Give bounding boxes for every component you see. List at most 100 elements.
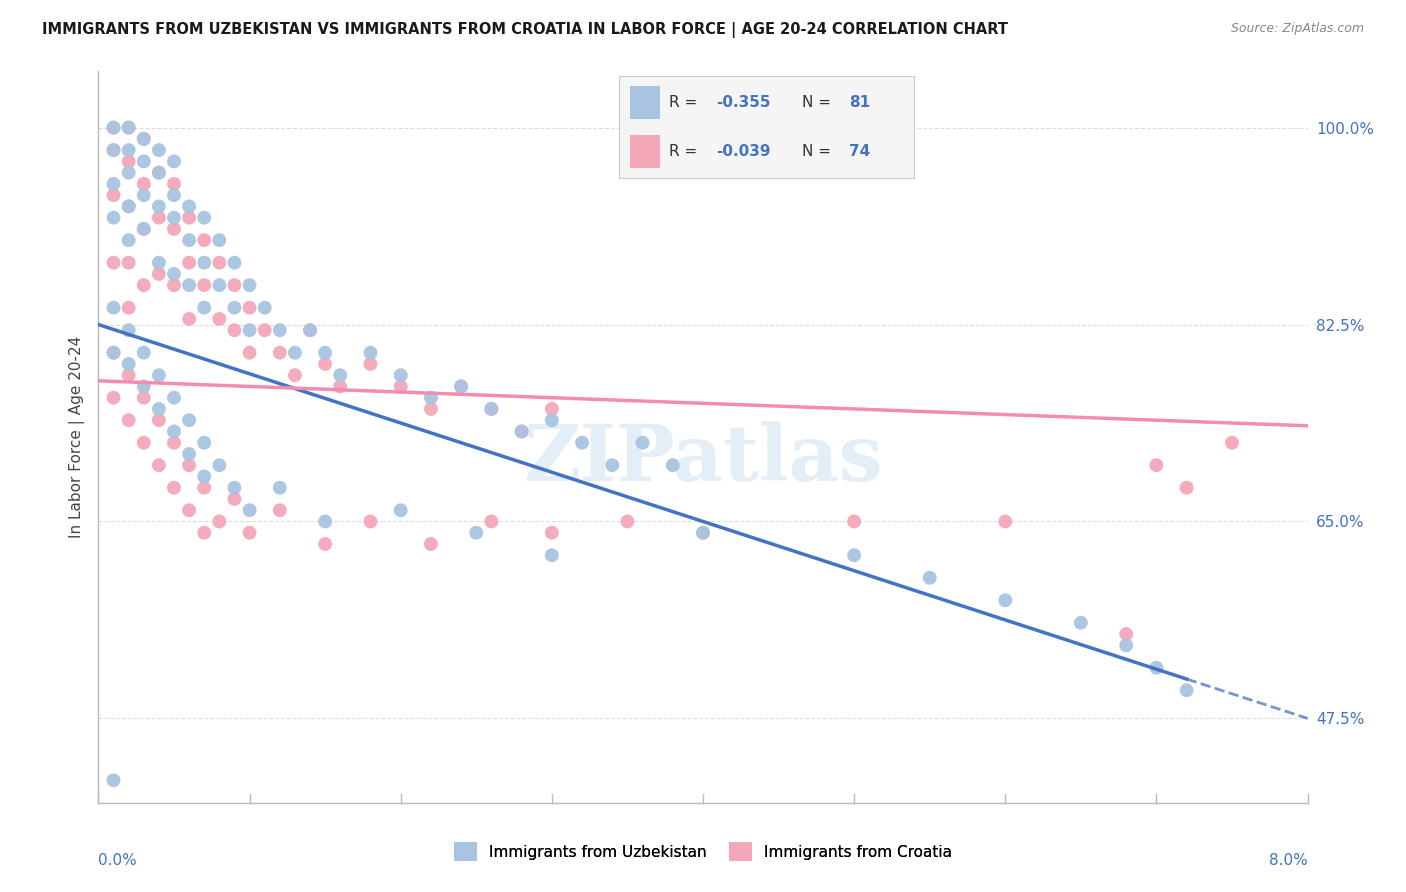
Point	[118, 233, 141, 247]
Point	[132, 222, 155, 236]
Point	[132, 188, 155, 202]
Point	[132, 154, 155, 169]
Point	[208, 312, 231, 326]
Point	[132, 222, 155, 236]
Point	[132, 278, 155, 293]
Text: ZIPatlas: ZIPatlas	[523, 421, 883, 497]
Point	[132, 132, 155, 146]
Point	[118, 413, 141, 427]
Point	[118, 368, 141, 383]
Point	[103, 120, 125, 135]
Point	[661, 458, 683, 473]
Point	[616, 515, 638, 529]
Point	[179, 199, 201, 213]
Point	[118, 120, 141, 135]
Point	[450, 379, 472, 393]
Point	[1070, 615, 1092, 630]
Point	[118, 301, 141, 315]
Point	[1115, 638, 1137, 652]
Point	[420, 401, 443, 416]
Point	[103, 301, 125, 315]
Point	[163, 177, 186, 191]
Point	[329, 368, 352, 383]
Point	[314, 357, 336, 371]
Point	[208, 458, 231, 473]
Point	[692, 525, 714, 540]
Point	[571, 435, 593, 450]
Point	[163, 435, 186, 450]
Text: 0.0%: 0.0%	[98, 853, 138, 868]
Point	[239, 503, 262, 517]
Point	[269, 345, 291, 359]
Point	[540, 548, 562, 562]
Point	[224, 278, 246, 293]
Point	[103, 120, 125, 135]
Point	[179, 255, 201, 269]
Point	[510, 425, 533, 439]
Y-axis label: In Labor Force | Age 20-24: In Labor Force | Age 20-24	[69, 336, 84, 538]
Text: 8.0%: 8.0%	[1268, 853, 1308, 868]
Point	[179, 278, 201, 293]
Point	[481, 401, 503, 416]
Point	[481, 515, 503, 529]
Text: IMMIGRANTS FROM UZBEKISTAN VS IMMIGRANTS FROM CROATIA IN LABOR FORCE | AGE 20-24: IMMIGRANTS FROM UZBEKISTAN VS IMMIGRANTS…	[42, 22, 1008, 38]
Point	[118, 357, 141, 371]
Point	[208, 233, 231, 247]
Point	[314, 345, 336, 359]
Legend: Immigrants from Uzbekistan, Immigrants from Croatia: Immigrants from Uzbekistan, Immigrants f…	[454, 842, 952, 861]
Point	[253, 323, 276, 337]
Point	[118, 199, 141, 213]
Point	[420, 391, 443, 405]
Point	[193, 255, 215, 269]
Point	[193, 435, 215, 450]
Point	[179, 233, 201, 247]
Point	[148, 143, 170, 157]
Point	[148, 458, 170, 473]
Point	[631, 435, 654, 450]
Point	[148, 368, 170, 383]
Point	[269, 323, 291, 337]
Point	[118, 143, 141, 157]
Point	[208, 515, 231, 529]
Point	[103, 345, 125, 359]
Text: -0.039: -0.039	[716, 145, 770, 160]
Point	[540, 525, 562, 540]
Point	[692, 525, 714, 540]
Text: R =: R =	[669, 95, 702, 110]
Point	[284, 345, 307, 359]
Point	[148, 255, 170, 269]
Point	[994, 515, 1017, 529]
Point	[918, 571, 941, 585]
Point	[103, 143, 125, 157]
Point	[284, 368, 307, 383]
Point	[163, 188, 186, 202]
Point	[239, 345, 262, 359]
Point	[224, 255, 246, 269]
Point	[510, 425, 533, 439]
Text: Source: ZipAtlas.com: Source: ZipAtlas.com	[1230, 22, 1364, 36]
Point	[465, 525, 488, 540]
Point	[540, 413, 562, 427]
Point	[132, 379, 155, 393]
Point	[193, 469, 215, 483]
Point	[253, 301, 276, 315]
Point	[844, 515, 866, 529]
Point	[1146, 661, 1168, 675]
Point	[1220, 435, 1243, 450]
Text: 81: 81	[849, 95, 870, 110]
Point	[844, 548, 866, 562]
Point	[148, 166, 170, 180]
Point	[239, 525, 262, 540]
Point	[132, 391, 155, 405]
Point	[103, 177, 125, 191]
Point	[132, 345, 155, 359]
Text: N =: N =	[801, 145, 835, 160]
Point	[540, 401, 562, 416]
Point	[450, 379, 472, 393]
Point	[360, 345, 382, 359]
Point	[193, 233, 215, 247]
Point	[163, 211, 186, 225]
Point	[163, 222, 186, 236]
Point	[193, 525, 215, 540]
Point	[118, 166, 141, 180]
